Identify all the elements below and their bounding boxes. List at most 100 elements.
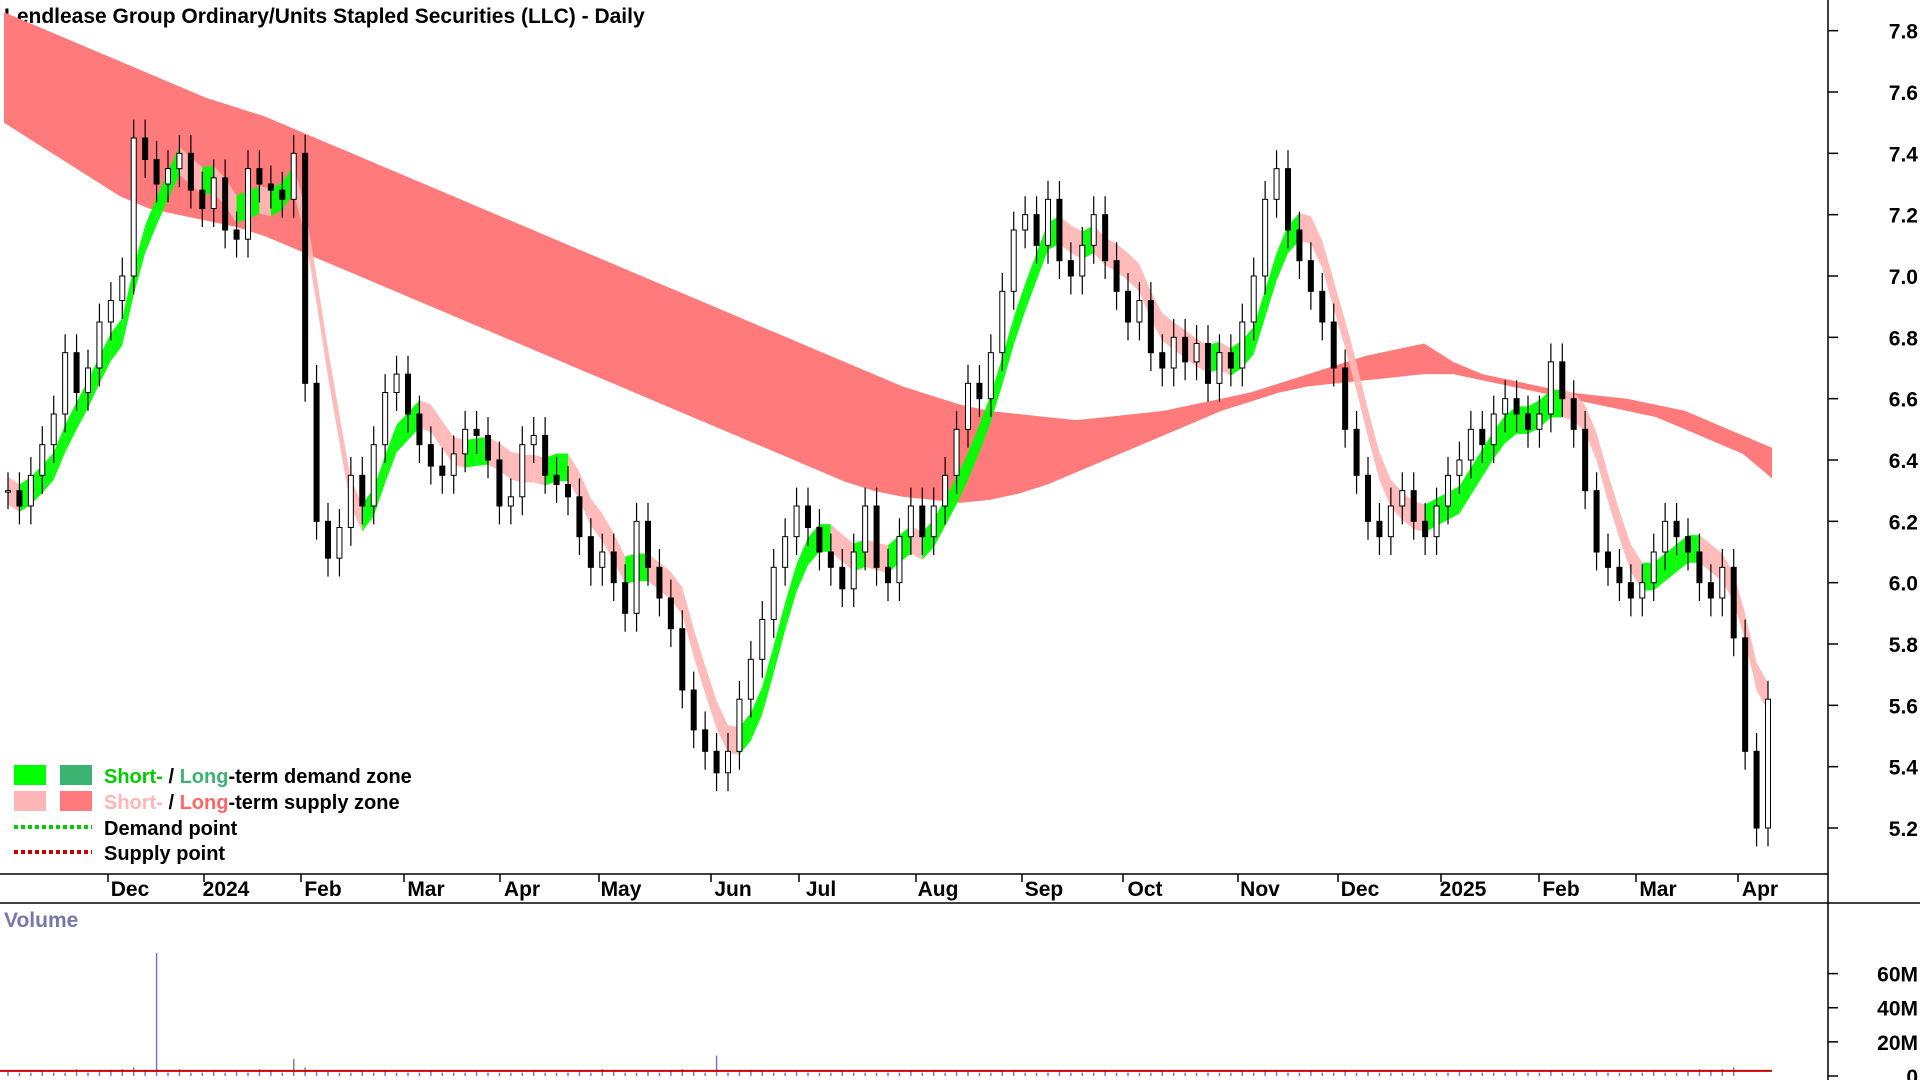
candle-body xyxy=(416,413,423,446)
candle-body xyxy=(85,367,91,394)
candle-body xyxy=(1490,413,1497,446)
candle-body xyxy=(50,413,57,446)
short-term-demand-zone xyxy=(1493,415,1506,459)
volume-tick-label: 60M xyxy=(1877,964,1918,987)
candle-body xyxy=(222,177,229,231)
short-term-demand-zone xyxy=(1505,406,1517,444)
legend: Short- / Long-term demand zone Short- / … xyxy=(14,765,412,865)
candle-body xyxy=(530,434,537,446)
candle-body xyxy=(1502,398,1509,415)
candle-body xyxy=(1605,551,1611,568)
candle-body xyxy=(39,444,46,476)
candle-body xyxy=(267,183,274,191)
candle-body xyxy=(1479,428,1486,446)
time-axis: Dec 2024 Feb Mar Apr May Jun Jul Aug Sep Oct Nov Dec… xyxy=(107,874,1778,901)
candle-body xyxy=(1250,275,1257,323)
candle-body xyxy=(1696,551,1703,584)
candle-body xyxy=(427,444,434,467)
candle-body xyxy=(507,496,514,507)
candle-body xyxy=(1102,214,1109,262)
candle-body xyxy=(999,290,1006,354)
candle-body xyxy=(873,505,880,568)
candle-body xyxy=(1307,260,1314,292)
price-tick-label: 5.6 xyxy=(1889,695,1918,718)
candle-body xyxy=(553,474,560,486)
candle-body xyxy=(1330,321,1337,369)
candle-body xyxy=(702,729,709,752)
short-term-demand-zone xyxy=(99,333,111,384)
short-term-supply-zone xyxy=(1356,363,1368,437)
candle-body xyxy=(907,505,914,538)
zone-bands xyxy=(4,12,1772,755)
candle-body xyxy=(1399,490,1406,507)
candle-body xyxy=(622,582,629,614)
candle-body xyxy=(1170,336,1177,369)
short-term-supply-zone xyxy=(1745,613,1757,691)
price-tick-label: 6.8 xyxy=(1889,327,1919,350)
candle-body xyxy=(107,300,114,323)
candle-body xyxy=(336,526,343,559)
candle-body xyxy=(199,189,206,210)
short-term-supply-zone xyxy=(1379,452,1391,508)
candle-body xyxy=(1650,551,1657,584)
candle-body xyxy=(439,465,446,476)
price-tick-label: 5.2 xyxy=(1889,818,1918,841)
candle-body xyxy=(1685,536,1691,553)
candle-body xyxy=(839,566,846,590)
short-term-supply-zone xyxy=(670,571,683,615)
candle-body xyxy=(930,505,937,538)
time-tick-label: 2025 xyxy=(1440,878,1487,901)
candle-body xyxy=(233,229,240,240)
candle-body xyxy=(62,352,69,415)
candle-body xyxy=(142,137,149,160)
candle-body xyxy=(96,321,103,369)
candle-body xyxy=(679,628,686,691)
price-axis: 7.8 7.6 7.4 7.2 7.0 6.8 6.6 6.4 6.2 6.0 5.8 5.6 5.4 5… xyxy=(1828,21,1918,841)
candle-body xyxy=(245,168,251,240)
candle-body xyxy=(1525,413,1531,430)
candle-body xyxy=(736,698,743,752)
candle-body xyxy=(599,551,606,568)
candle-body xyxy=(805,505,811,528)
short-term-demand-zone xyxy=(968,424,980,480)
candle-body xyxy=(1022,214,1029,231)
volume-tick-label: 0 xyxy=(1906,1066,1918,1080)
candle-body xyxy=(919,505,926,538)
short-term-supply-zone xyxy=(602,513,614,561)
legend-swatch-short-demand xyxy=(14,765,46,785)
candle-body xyxy=(313,382,320,522)
short-term-demand-zone xyxy=(979,394,991,453)
time-tick-label: 2024 xyxy=(203,878,250,901)
short-term-supply-zone xyxy=(1608,473,1620,539)
price-tick-label: 6.2 xyxy=(1889,511,1918,534)
price-tick-label: 6.0 xyxy=(1889,573,1918,596)
short-term-supply-zone xyxy=(1322,240,1334,309)
candle-body xyxy=(1730,566,1737,639)
candle-body xyxy=(302,152,309,384)
candle-body xyxy=(473,428,480,436)
price-tick-label: 7.4 xyxy=(1889,143,1919,166)
short-term-supply-zone xyxy=(1333,280,1346,349)
long-term-supply-zone xyxy=(4,12,1772,503)
candle-body xyxy=(1456,459,1463,476)
candle-body xyxy=(587,536,594,568)
candle-body xyxy=(1205,342,1211,384)
candle-body xyxy=(1742,637,1749,752)
candle-body xyxy=(1319,290,1326,323)
short-term-demand-zone xyxy=(1025,253,1037,312)
candle-body xyxy=(1765,698,1771,829)
time-tick-label: Aug xyxy=(918,878,959,901)
candle-body xyxy=(1010,229,1017,292)
short-term-demand-zone xyxy=(762,645,774,715)
legend-swatch-short-supply xyxy=(14,791,46,811)
candle-body xyxy=(5,490,11,493)
candle-body xyxy=(1285,168,1291,231)
short-term-demand-zone xyxy=(556,453,568,482)
candle-body xyxy=(1582,428,1589,492)
candle-body xyxy=(73,352,80,394)
short-term-demand-zone xyxy=(65,402,77,453)
price-tick-label: 7.0 xyxy=(1889,266,1918,289)
candle-body xyxy=(290,152,297,200)
legend-supply-point: Supply point xyxy=(104,843,225,865)
candle-body xyxy=(1673,520,1680,538)
